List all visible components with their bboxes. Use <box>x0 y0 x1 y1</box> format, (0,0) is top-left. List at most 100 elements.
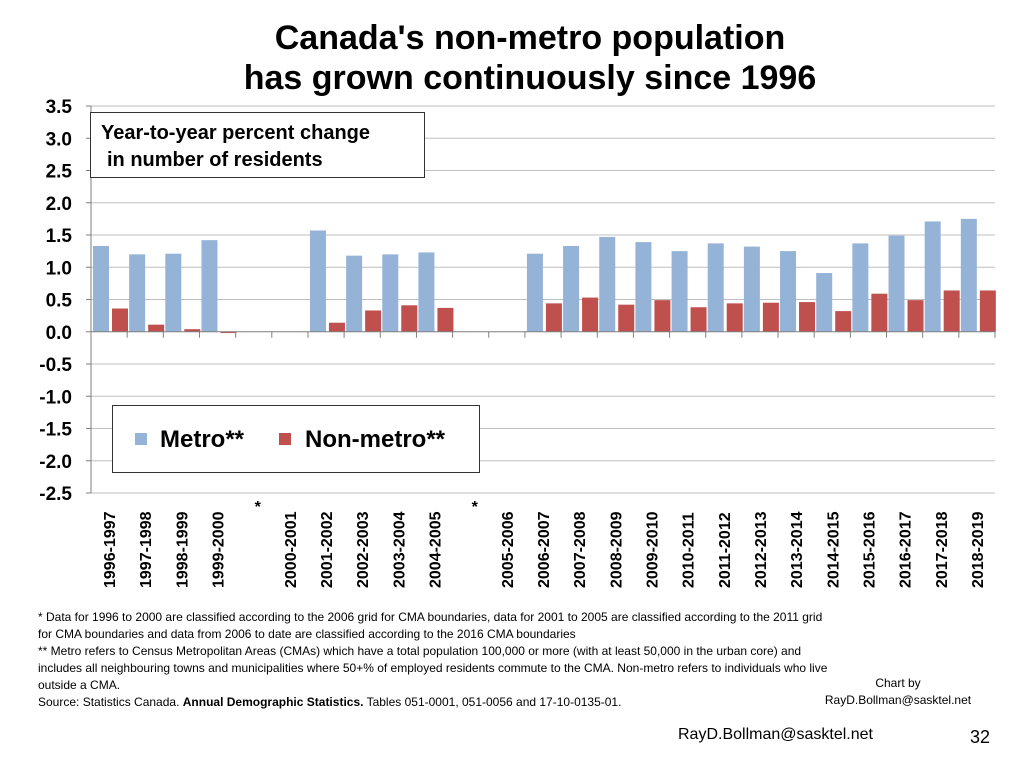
y-tick-label: 3.0 <box>46 129 72 150</box>
y-tick-label: -2.5 <box>39 484 72 505</box>
bar-non-metro <box>762 302 779 332</box>
legend-label-non-metro: Non-metro** <box>305 426 446 453</box>
source-tables: Tables 051-0001, 051-0056 and 17-10-0135… <box>366 695 622 709</box>
x-tick-label: 2002-2003 <box>355 511 372 588</box>
bar-metro <box>563 245 580 332</box>
chart-title-line-2: has grown continuously since 1996 <box>243 59 817 97</box>
bar-non-metro <box>979 290 996 332</box>
bar-metro <box>635 242 652 332</box>
x-tick-label: 2004-2005 <box>428 511 445 588</box>
page-number: 32 <box>970 727 991 747</box>
bar-metro <box>382 254 399 332</box>
x-tick-label: 2007-2008 <box>572 511 589 588</box>
annotation-line-1: Year-to-year percent change <box>101 122 370 144</box>
x-tick-label: 1996-1997 <box>102 511 119 588</box>
bar-non-metro <box>654 300 671 332</box>
x-tick-label: 2012-2013 <box>753 511 770 588</box>
legend-label-metro: Metro** <box>160 426 245 453</box>
legend-swatch-metro <box>135 433 147 445</box>
bar-non-metro <box>835 311 852 332</box>
x-tick-label: 2011-2012 <box>717 512 734 588</box>
x-tick-label: 2014-2015 <box>825 511 842 588</box>
footnote-line: outside a CMA. <box>38 678 121 692</box>
footer-email: RayD.Bollman@sasktel.net <box>678 726 873 743</box>
x-tick-label: 2005-2006 <box>500 511 517 588</box>
x-tick-label: 2000-2001 <box>283 511 300 588</box>
chart-title-line-1: Canada's non-metro population <box>274 19 786 57</box>
gridlines <box>91 105 995 494</box>
footnote-line: ** Metro refers to Census Metropolitan A… <box>38 644 802 658</box>
x-tick-label: 1998-1999 <box>174 511 191 588</box>
bar-non-metro <box>690 307 707 332</box>
bar-non-metro <box>799 302 816 332</box>
bar-metro <box>418 252 435 332</box>
tick-labels: 3.5 3.0 2.5 2.0 1.5 1.0 0.5 0.0 -0.5 -1.0 -1.5 -2.0… <box>39 97 987 588</box>
bar-metro <box>816 273 833 332</box>
x-tick-label: 2013-2014 <box>789 511 806 588</box>
bar-non-metro <box>112 308 128 332</box>
source-line: Source: Statistics Canada. Annual Demogr… <box>38 694 988 711</box>
legend-swatch-non-metro <box>279 433 291 445</box>
bar-metro <box>129 254 146 332</box>
y-tick-label: -1.5 <box>39 420 72 441</box>
footnotes: * Data for 1996 to 2000 are classified a… <box>38 609 988 711</box>
y-tick-label: -1.0 <box>39 387 72 408</box>
footnote-line: includes all neighbouring towns and muni… <box>38 661 828 675</box>
bar-metro <box>852 243 869 332</box>
bar-metro <box>707 243 724 332</box>
x-tick-label: 2001-2002 <box>319 511 336 588</box>
footnote-line: * Data for 1996 to 2000 are classified a… <box>38 610 823 624</box>
bar-non-metro <box>220 331 237 334</box>
bar-metro <box>780 251 797 332</box>
x-tick-label-asterisk: * <box>255 499 262 516</box>
bar-non-metro <box>871 293 888 332</box>
annotation-box: Year-to-year percent change in number of… <box>90 112 425 178</box>
bar-non-metro <box>401 305 418 332</box>
y-tick-label: 0.5 <box>46 291 73 312</box>
bar-non-metro <box>437 307 454 332</box>
bar-non-metro <box>328 322 345 332</box>
bar-metro <box>93 245 109 332</box>
bar-metro <box>743 246 760 332</box>
x-tick-label: 2016-2017 <box>898 511 915 588</box>
bars <box>93 218 996 334</box>
x-tick-label: 2003-2004 <box>391 511 408 588</box>
bar-non-metro <box>943 290 960 332</box>
y-tick-label: 1.0 <box>46 258 72 279</box>
y-tick-label: 0.0 <box>46 323 72 344</box>
bar-metro <box>309 230 326 332</box>
bar-non-metro <box>184 329 201 332</box>
bar-non-metro <box>726 303 743 332</box>
y-tick-label: -0.5 <box>39 355 72 376</box>
y-tick-label: 3.5 <box>46 97 73 118</box>
bar-non-metro <box>907 300 924 332</box>
bar-non-metro <box>148 324 165 332</box>
source-prefix: Source: Statistics Canada. <box>38 695 180 709</box>
source-title: Annual Demographic Statistics. <box>182 695 364 709</box>
bar-non-metro <box>545 303 562 332</box>
y-tick-label: 2.5 <box>46 162 73 183</box>
bar-metro <box>526 253 543 332</box>
annotation-line-2: in number of residents <box>107 149 323 171</box>
x-tick-label: 2015-2016 <box>861 511 878 588</box>
bar-chart: 3.5 3.0 2.5 2.0 1.5 1.0 0.5 0.0 -0.5 -1.0 -1.5 -2.0… <box>39 97 996 588</box>
bar-metro <box>599 236 616 332</box>
credit-line-1: Chart by <box>875 676 921 690</box>
x-tick-label: 1997-1998 <box>138 511 155 588</box>
footnote-line: for CMA boundaries and data from 2006 to… <box>38 627 576 641</box>
y-tick-label: -2.0 <box>39 452 72 473</box>
y-tick-label: 2.0 <box>46 194 72 215</box>
bar-non-metro <box>618 304 635 332</box>
y-tick-label: 1.5 <box>46 226 73 247</box>
bar-metro <box>165 253 182 332</box>
x-tick-label: 2009-2010 <box>644 511 661 588</box>
x-tick-label: 2017-2018 <box>934 511 951 588</box>
bar-non-metro <box>582 297 599 332</box>
bar-metro <box>924 221 941 332</box>
x-tick-label: 1999-2000 <box>211 511 228 588</box>
bar-metro <box>960 218 977 332</box>
bar-metro <box>346 255 363 332</box>
credit-line-2: RayD.Bollman@sasktel.net <box>824 693 972 707</box>
chart-credit: Chart by RayD.Bollman@sasktel.net <box>800 675 996 709</box>
bar-metro <box>888 235 905 332</box>
